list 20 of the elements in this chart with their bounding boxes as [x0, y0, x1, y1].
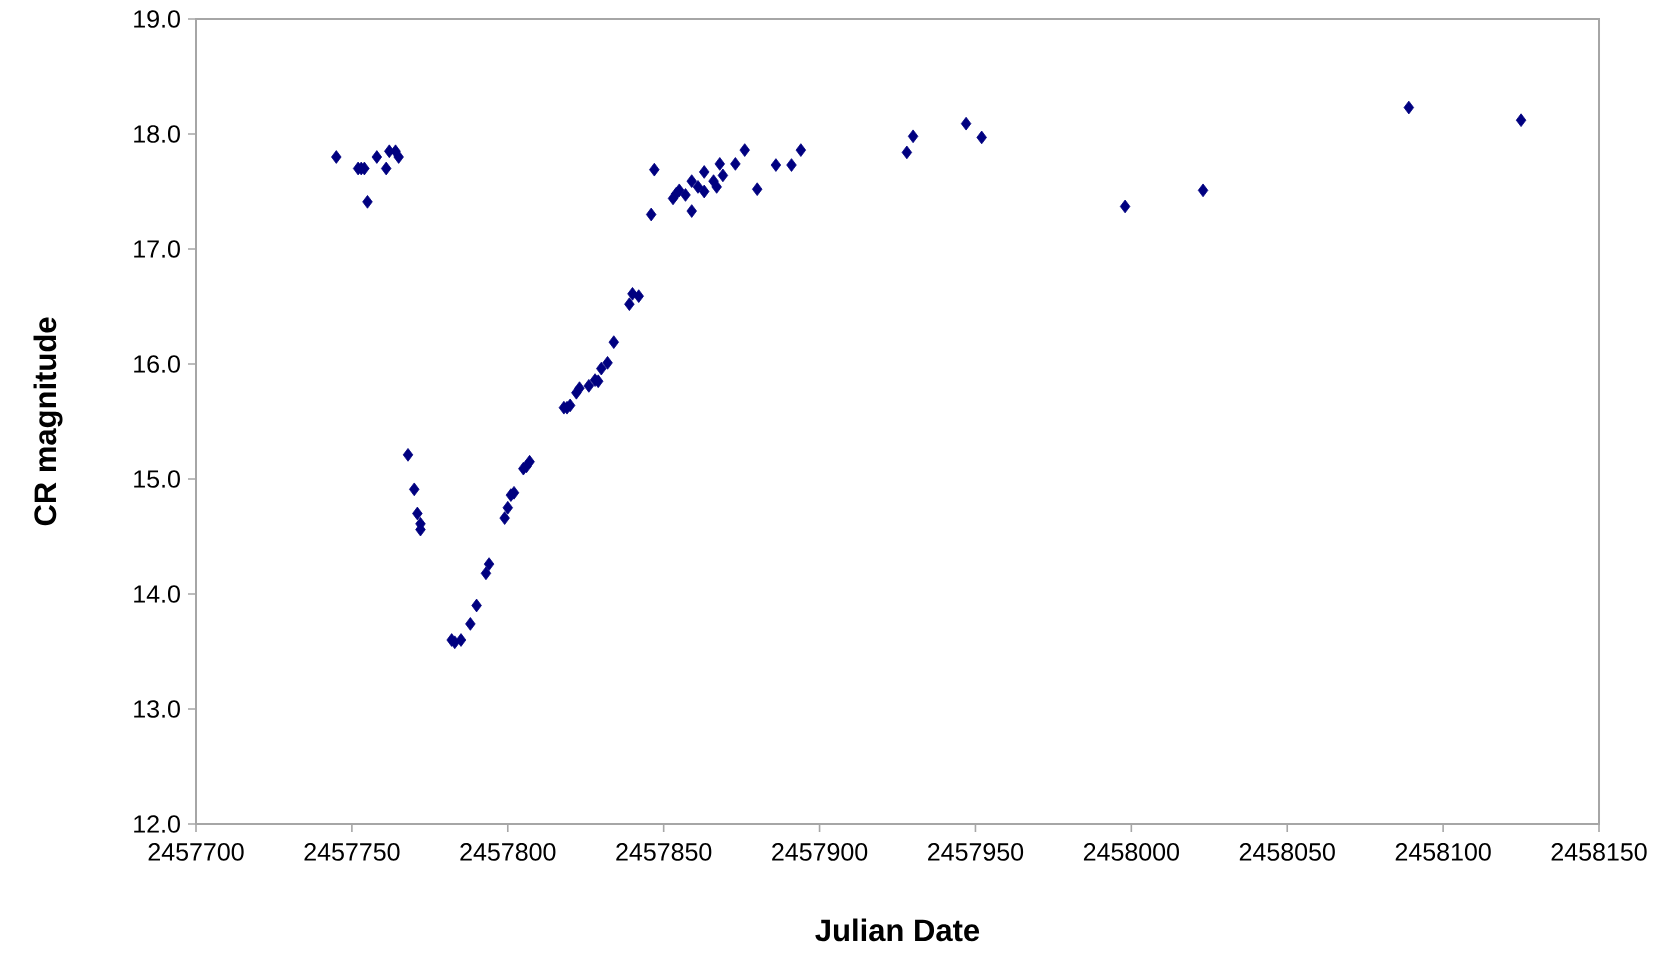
y-tick-label: 19.0: [134, 10, 180, 28]
x-tick-label: 2457950: [928, 843, 1024, 861]
x-tick-label: 2458000: [1083, 843, 1179, 861]
y-tick-label: 12.0: [134, 815, 180, 833]
x-tick-label: 2457900: [772, 843, 868, 861]
y-tick-label: 16.0: [134, 355, 180, 373]
x-tick-label: 2458050: [1239, 843, 1335, 861]
x-tick-label: 2457700: [148, 843, 244, 861]
y-tick-label: 14.0: [134, 585, 180, 603]
y-tick-label: 17.0: [134, 240, 180, 258]
x-tick-label: 2458150: [1551, 843, 1647, 861]
y-axis-title: CR magnitude: [33, 317, 63, 526]
x-axis-title: Julian Date: [815, 918, 980, 942]
x-tick-label: 2458100: [1395, 843, 1491, 861]
x-tick-label: 2457800: [460, 843, 556, 861]
y-tick-label: 15.0: [134, 470, 180, 488]
x-tick-label: 2457850: [616, 843, 712, 861]
y-tick-label: 18.0: [134, 125, 180, 143]
x-tick-label: 2457750: [304, 843, 400, 861]
y-tick-label: 13.0: [134, 700, 180, 718]
